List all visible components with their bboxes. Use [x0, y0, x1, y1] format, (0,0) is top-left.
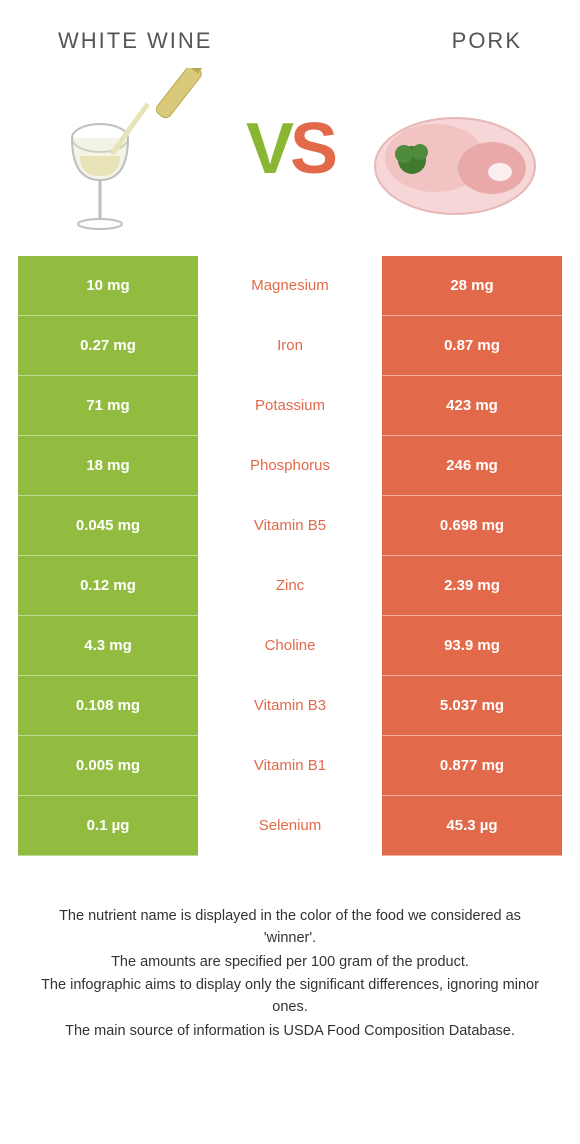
nutrient-row: 0.1 µgSelenium45.3 µg: [18, 796, 562, 856]
left-value: 0.27 mg: [18, 316, 198, 376]
right-value: 423 mg: [382, 376, 562, 436]
nutrient-label: Iron: [198, 316, 382, 376]
comparison-infographic: WHITE WINE PORK VS: [0, 0, 580, 1043]
right-value: 5.037 mg: [382, 676, 562, 736]
right-value: 93.9 mg: [382, 616, 562, 676]
nutrient-label: Magnesium: [198, 256, 382, 316]
vs-letter-s: S: [290, 113, 334, 185]
left-value: 71 mg: [18, 376, 198, 436]
right-food-title: PORK: [452, 28, 522, 54]
footnotes-block: The nutrient name is displayed in the co…: [0, 856, 580, 1043]
footnote-line: The main source of information is USDA F…: [34, 1021, 546, 1043]
nutrient-row: 4.3 mgCholine93.9 mg: [18, 616, 562, 676]
nutrient-row: 18 mgPhosphorus246 mg: [18, 436, 562, 496]
left-value: 10 mg: [18, 256, 198, 316]
left-value: 0.12 mg: [18, 556, 198, 616]
footnote-line: The amounts are specified per 100 gram o…: [34, 952, 546, 974]
nutrient-row: 0.045 mgVitamin B50.698 mg: [18, 496, 562, 556]
right-food-illustration: [360, 68, 550, 238]
left-value: 0.108 mg: [18, 676, 198, 736]
vs-label: VS: [246, 113, 334, 185]
left-value: 0.045 mg: [18, 496, 198, 556]
left-value: 0.005 mg: [18, 736, 198, 796]
left-value: 0.1 µg: [18, 796, 198, 856]
nutrient-row: 0.27 mgIron0.87 mg: [18, 316, 562, 376]
right-value: 0.87 mg: [382, 316, 562, 376]
left-value: 4.3 mg: [18, 616, 198, 676]
left-value: 18 mg: [18, 436, 198, 496]
right-value: 0.698 mg: [382, 496, 562, 556]
left-food-illustration: [30, 68, 220, 238]
right-value: 246 mg: [382, 436, 562, 496]
nutrient-label: Zinc: [198, 556, 382, 616]
right-value: 0.877 mg: [382, 736, 562, 796]
nutrient-row: 71 mgPotassium423 mg: [18, 376, 562, 436]
hero-row: VS: [0, 64, 580, 256]
header-row: WHITE WINE PORK: [0, 0, 580, 64]
nutrient-row: 10 mgMagnesium28 mg: [18, 256, 562, 316]
right-value: 45.3 µg: [382, 796, 562, 856]
nutrient-label: Vitamin B1: [198, 736, 382, 796]
nutrient-row: 0.005 mgVitamin B10.877 mg: [18, 736, 562, 796]
right-value: 28 mg: [382, 256, 562, 316]
nutrient-table: 10 mgMagnesium28 mg0.27 mgIron0.87 mg71 …: [18, 256, 562, 856]
nutrient-row: 0.108 mgVitamin B35.037 mg: [18, 676, 562, 736]
nutrient-row: 0.12 mgZinc2.39 mg: [18, 556, 562, 616]
footnote-line: The infographic aims to display only the…: [34, 975, 546, 1019]
nutrient-label: Vitamin B5: [198, 496, 382, 556]
vs-letter-v: V: [246, 113, 290, 185]
right-value: 2.39 mg: [382, 556, 562, 616]
nutrient-label: Potassium: [198, 376, 382, 436]
nutrient-label: Choline: [198, 616, 382, 676]
left-food-title: WHITE WINE: [58, 28, 212, 54]
nutrient-label: Selenium: [198, 796, 382, 856]
nutrient-label: Phosphorus: [198, 436, 382, 496]
nutrient-label: Vitamin B3: [198, 676, 382, 736]
footnote-line: The nutrient name is displayed in the co…: [34, 906, 546, 950]
